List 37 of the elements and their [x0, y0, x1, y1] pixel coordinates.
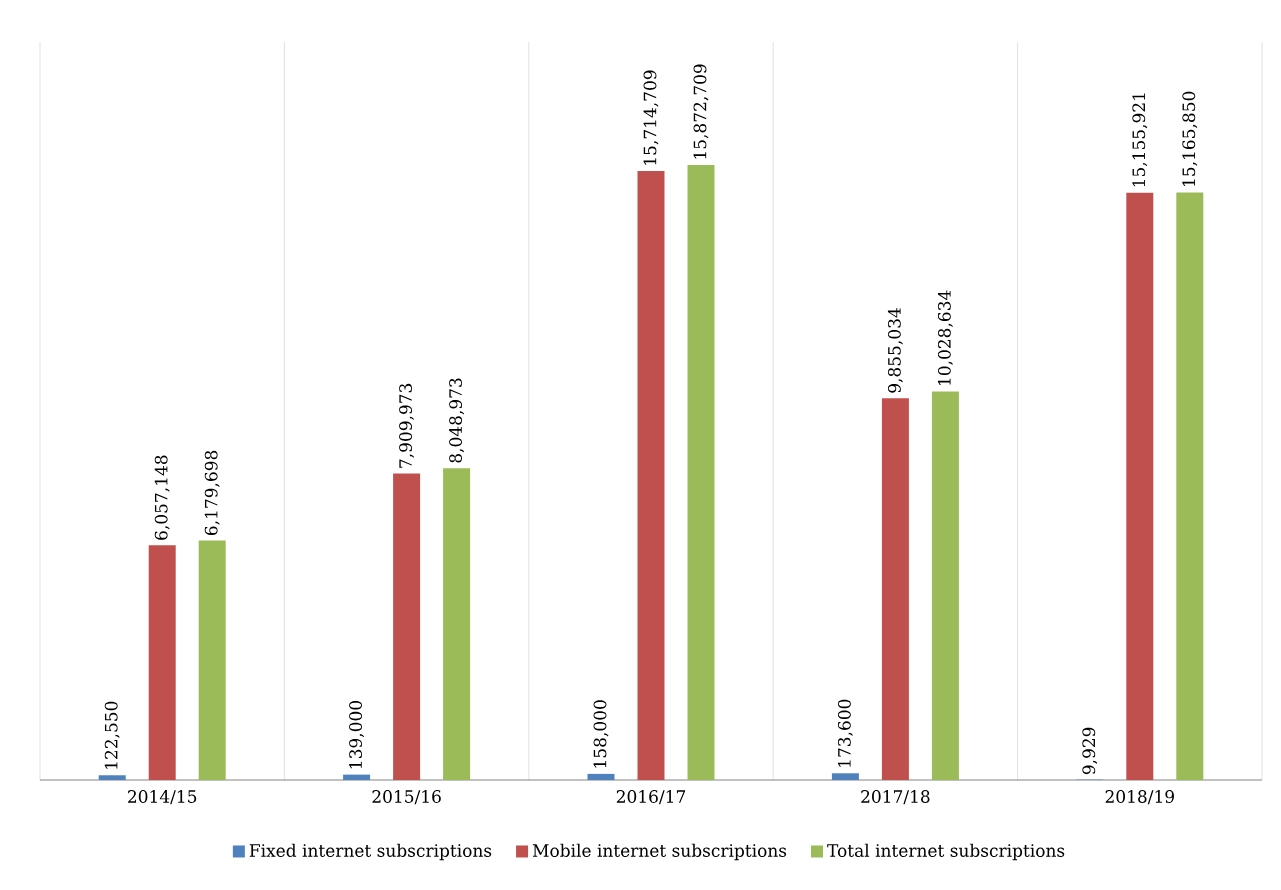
data-label: 8,048,973 — [449, 378, 465, 463]
bar — [393, 473, 421, 780]
bar — [148, 545, 176, 780]
data-label: 7,909,973 — [399, 383, 415, 468]
bar — [881, 398, 909, 780]
x-tick-label: 2016/17 — [616, 790, 686, 805]
x-tick-label: 2018/19 — [1105, 790, 1174, 805]
data-label: 6,179,698 — [204, 450, 220, 536]
bar — [687, 165, 715, 780]
data-label: 10,028,634 — [937, 290, 953, 385]
data-label: 15,714,709 — [643, 70, 659, 165]
bar — [1126, 192, 1154, 780]
legend-label: Total internet subscriptions — [827, 843, 1065, 861]
data-label: 173,600 — [837, 699, 853, 767]
legend-label: Fixed internet subscriptions — [249, 843, 492, 861]
data-label: 15,165,850 — [1182, 91, 1198, 186]
bar — [637, 171, 665, 780]
data-label: 15,155,921 — [1132, 93, 1148, 187]
x-tick-label: 2014/15 — [128, 790, 197, 805]
data-label: 122,550 — [104, 701, 120, 769]
bar — [831, 773, 859, 780]
data-label: 9,929 — [1082, 727, 1098, 775]
bar — [1176, 192, 1204, 780]
data-label: 15,872,709 — [693, 64, 709, 159]
x-tick-label: 2017/18 — [861, 790, 930, 805]
bar — [343, 774, 371, 780]
legend-label: Mobile internet subscriptions — [532, 843, 787, 861]
bar — [587, 773, 615, 780]
data-label: 6,057,148 — [154, 455, 170, 540]
data-label: 158,000 — [593, 700, 609, 768]
bar — [443, 468, 471, 780]
x-tick-label: 2015/16 — [372, 790, 441, 805]
bar — [198, 540, 226, 780]
bar — [98, 775, 126, 780]
bar — [931, 391, 959, 780]
data-label: 9,855,034 — [887, 308, 903, 393]
data-label: 139,000 — [349, 701, 365, 769]
